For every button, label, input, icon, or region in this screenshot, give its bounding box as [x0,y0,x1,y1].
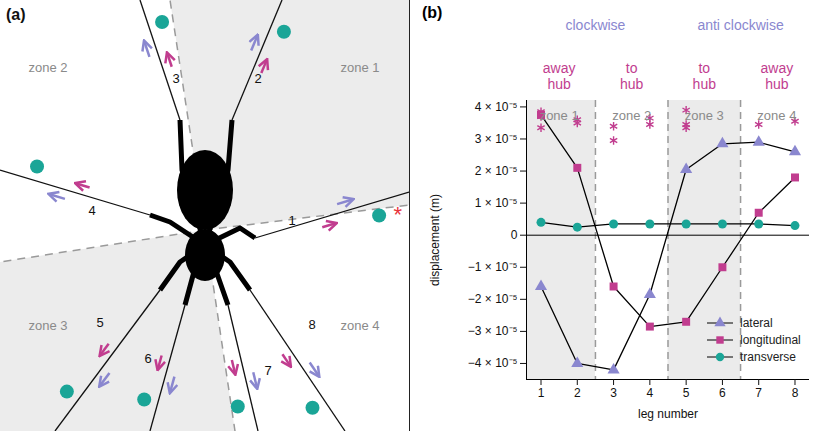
svg-text:−1 × 10⁻⁵: −1 × 10⁻⁵ [468,260,518,274]
svg-text:2: 2 [254,71,261,86]
svg-text:−4 × 10⁻⁵: −4 × 10⁻⁵ [468,356,518,370]
svg-text:8: 8 [308,317,315,332]
svg-text:zone 3: zone 3 [685,108,724,123]
svg-text:4 × 10⁻⁵: 4 × 10⁻⁵ [475,100,518,114]
svg-text:3: 3 [610,386,617,400]
svg-text:3 × 10⁻⁵: 3 × 10⁻⁵ [475,132,518,146]
svg-text:(a): (a) [6,6,26,23]
svg-text:tohub: tohub [620,60,644,91]
svg-text:zone 3: zone 3 [28,318,67,333]
svg-text:anti clockwise: anti clockwise [697,17,784,33]
svg-text:4: 4 [88,203,95,218]
svg-text:clockwise: clockwise [565,17,625,33]
html-text:longitudinal: longitudinal [740,332,801,347]
svg-text:zone 2: zone 2 [28,60,67,75]
svg-text:5: 5 [96,315,103,330]
svg-text:1: 1 [538,386,545,400]
svg-text:1: 1 [288,213,295,228]
svg-text:3: 3 [172,71,179,86]
svg-text:1 × 10⁻⁵: 1 × 10⁻⁵ [475,196,518,210]
svg-text:leg number: leg number [638,407,698,421]
svg-text:zone 1: zone 1 [540,108,579,123]
html-text:(b): (b) [422,4,443,21]
svg-text:awayhub: awayhub [543,60,576,91]
svg-text:displacement (m): displacement (m) [428,194,442,286]
html-text:lateral: lateral [740,315,773,330]
svg-text:*: * [393,202,402,227]
svg-text:8: 8 [792,386,799,400]
svg-text:zone 1: zone 1 [340,60,379,75]
svg-text:2 × 10⁻⁵: 2 × 10⁻⁵ [475,164,518,178]
svg-text:zone 2: zone 2 [612,108,651,123]
svg-text:tohub: tohub [693,60,717,91]
svg-text:zone 4: zone 4 [757,108,796,123]
svg-text:0: 0 [511,228,518,242]
svg-text:−2 × 10⁻⁵: −2 × 10⁻⁵ [468,292,518,306]
svg-text:6: 6 [719,386,726,400]
svg-text:6: 6 [144,351,151,366]
svg-text:−3 × 10⁻⁵: −3 × 10⁻⁵ [468,324,518,338]
svg-text:7: 7 [755,386,762,400]
svg-text:2: 2 [574,386,581,400]
html-text:transverse: transverse [740,349,796,364]
svg-text:4: 4 [647,386,654,400]
svg-text:awayhub: awayhub [761,60,794,91]
svg-text:7: 7 [264,363,271,378]
svg-text:zone 4: zone 4 [340,318,379,333]
svg-text:5: 5 [683,386,690,400]
